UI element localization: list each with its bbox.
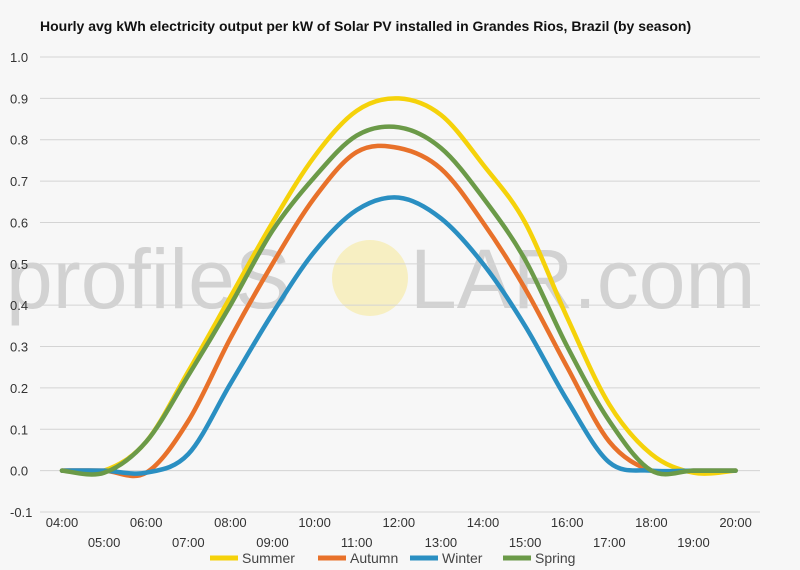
x-tick-label: 15:00 [509,535,542,550]
x-tick-label: 13:00 [425,535,458,550]
series-lines [59,96,738,479]
x-tick-label: 04:00 [46,515,79,530]
legend-label: Winter [442,550,483,566]
x-tick-label: 06:00 [130,515,163,530]
y-tick-label: -0.1 [10,505,32,520]
y-axis-labels: 1.0 0.9 0.8 0.7 0.6 0.5 0.4 0.3 0.2 0.1 0.0 -0.1 [10,50,32,520]
y-tick-label: 0.5 [10,257,28,272]
legend-label: Summer [242,550,295,566]
y-tick-label: 0.8 [10,133,28,148]
legend-item-winter[interactable]: Winter [410,550,483,566]
watermark-text-left: profileS [6,232,291,326]
legend-item-spring[interactable]: Spring [503,550,575,566]
y-tick-label: 0.6 [10,215,28,230]
legend-item-autumn[interactable]: Autumn [318,550,398,566]
y-tick-label: 0.1 [10,422,28,437]
y-tick-label: 0.4 [10,298,28,313]
y-tick-label: 0.7 [10,174,28,189]
x-tick-label: 08:00 [214,515,247,530]
x-tick-label: 07:00 [172,535,205,550]
x-tick-label: 11:00 [341,535,373,550]
watermark: profileS LAR.com [6,232,755,326]
x-tick-label: 14:00 [467,515,500,530]
series-line-autumn [59,143,738,479]
x-tick-label: 18:00 [635,515,668,530]
y-tick-label: 1.0 [10,50,28,65]
x-tick-label: 10:00 [298,515,331,530]
y-tick-label: 0.3 [10,340,28,355]
watermark-sun-icon [332,240,408,316]
x-tick-label: 19:00 [677,535,710,550]
chart-title: Hourly avg kWh electricity output per kW… [40,18,692,34]
x-tick-label: 12:00 [383,515,416,530]
y-tick-label: 0.9 [10,91,28,106]
legend: Summer Autumn Winter Spring [210,550,575,566]
x-axis-labels: 04:00 05:00 06:00 07:00 08:00 09:00 10:00 11:00… [46,515,752,550]
series-line-spring [59,124,738,477]
watermark-text-right: LAR.com [410,232,755,326]
x-tick-label: 20:00 [719,515,752,530]
legend-label: Spring [535,550,575,566]
x-tick-label: 17:00 [593,535,626,550]
x-tick-label: 05:00 [88,535,121,550]
y-tick-label: 0.2 [10,381,28,396]
x-tick-label: 16:00 [551,515,584,530]
legend-label: Autumn [350,550,398,566]
series-line-winter [59,195,738,476]
x-tick-label: 09:00 [256,535,289,550]
y-tick-label: 0.0 [10,464,28,479]
legend-item-summer[interactable]: Summer [210,550,295,566]
